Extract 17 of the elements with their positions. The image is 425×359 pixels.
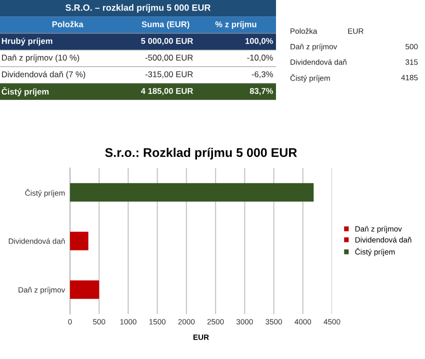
text: -500,00 EUR <box>145 54 193 62</box>
text: 5 000,00 EUR <box>141 38 194 46</box>
text: -315,00 EUR <box>145 71 193 78</box>
text: Položka <box>52 20 84 28</box>
text: Hrubý príjem <box>2 38 52 46</box>
text: 83,7% <box>250 88 274 96</box>
text: S.R.O. – rozklad príjmu 5 000 EUR <box>66 4 211 13</box>
text: -10,0% <box>247 54 273 62</box>
text: Dividendová daň (7 %) <box>2 71 86 79</box>
text: Čistý príjem <box>2 87 49 96</box>
text: 4 185,00 EUR <box>140 88 194 96</box>
text: 100,0% <box>246 38 274 46</box>
text: -6,3% <box>252 71 273 78</box>
chart-title: S.r.o.: Rozklad príjmu 5 000 EUR <box>105 148 297 160</box>
text: Daň z príjmov (10 %) <box>2 54 80 62</box>
text: % z príjmu <box>215 21 256 29</box>
text: Suma (EUR) <box>142 21 190 29</box>
